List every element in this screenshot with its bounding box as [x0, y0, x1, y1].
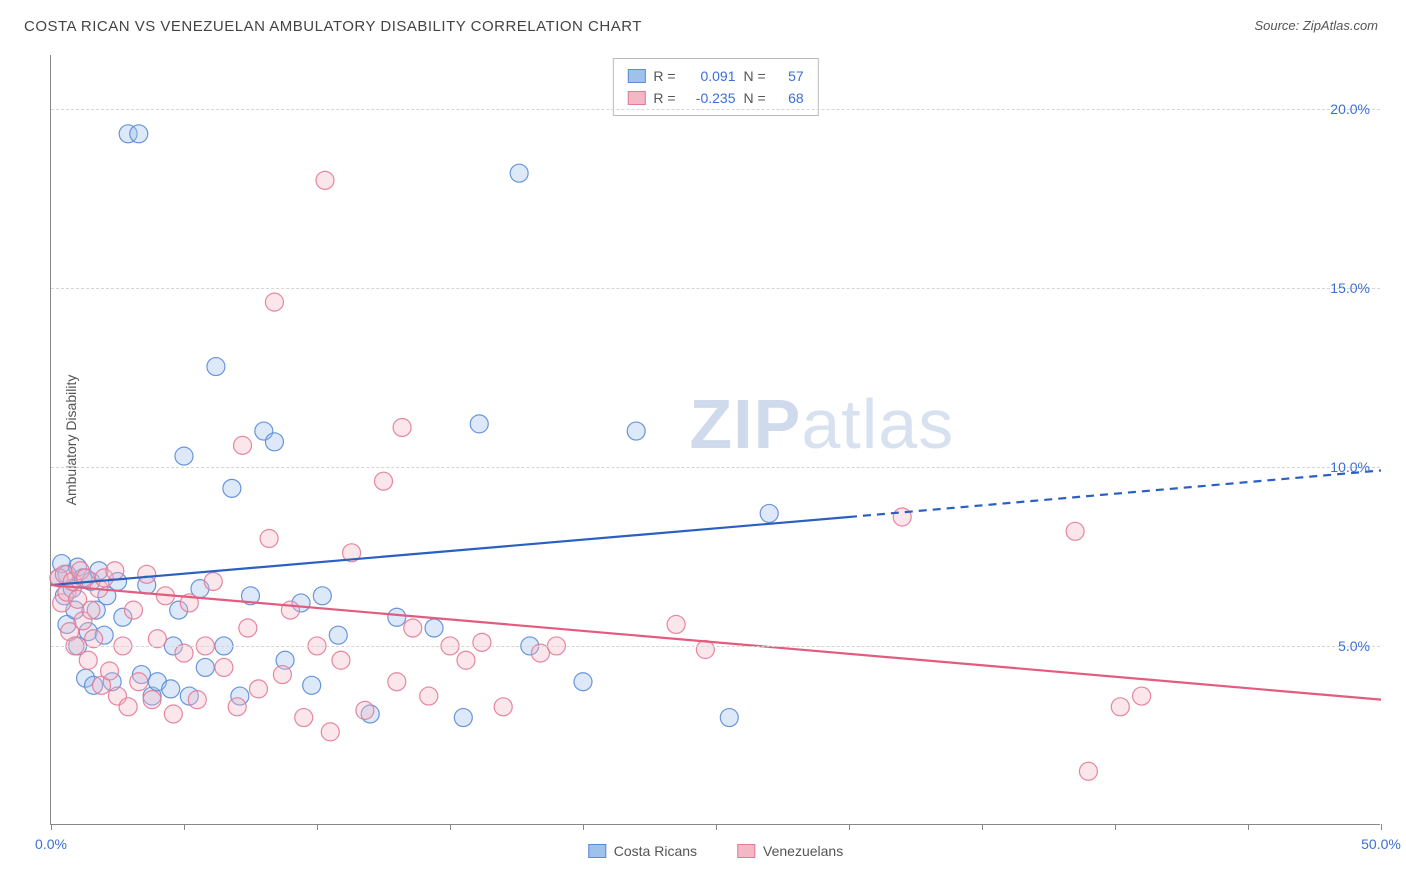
swatch-ven-bottom [737, 844, 755, 858]
xtick-label: 50.0% [1361, 836, 1401, 852]
legend-label-costa: Costa Ricans [614, 843, 697, 859]
xtick [1248, 824, 1249, 830]
r-val-costa: 0.091 [684, 65, 736, 87]
legend-row-ven: R = -0.235 N = 68 [627, 87, 803, 109]
n-val-ven: 68 [774, 87, 804, 109]
chart-title: COSTA RICAN VS VENEZUELAN AMBULATORY DIS… [24, 18, 642, 35]
gridline [51, 646, 1380, 647]
xtick [849, 824, 850, 830]
n-val-costa: 57 [774, 65, 804, 87]
xtick [184, 824, 185, 830]
n-label: N = [744, 87, 766, 109]
gridline [51, 109, 1380, 110]
chart-svg [51, 55, 1380, 824]
series-legend: Costa Ricans Venezuelans [588, 843, 843, 859]
gridline [51, 467, 1380, 468]
xtick [716, 824, 717, 830]
xtick [982, 824, 983, 830]
r-label: R = [653, 87, 675, 109]
ytick-label: 10.0% [1330, 459, 1370, 475]
xtick [51, 824, 52, 830]
correlation-legend: R = 0.091 N = 57 R = -0.235 N = 68 [612, 58, 818, 116]
r-val-ven: -0.235 [684, 87, 736, 109]
swatch-ven [627, 91, 645, 105]
xtick [317, 824, 318, 830]
ytick-label: 20.0% [1330, 101, 1370, 117]
swatch-costa [627, 69, 645, 83]
source-label: Source: ZipAtlas.com [1254, 18, 1378, 33]
gridline [51, 288, 1380, 289]
xtick [1381, 824, 1382, 830]
legend-label-ven: Venezuelans [763, 843, 843, 859]
ytick-label: 5.0% [1338, 638, 1370, 654]
xtick [450, 824, 451, 830]
r-label: R = [653, 65, 675, 87]
legend-item-costa: Costa Ricans [588, 843, 697, 859]
plot-area: ZIPatlas Ambulatory Disability R = 0.091… [50, 55, 1380, 825]
xtick [583, 824, 584, 830]
legend-row-costa: R = 0.091 N = 57 [627, 65, 803, 87]
ytick-label: 15.0% [1330, 280, 1370, 296]
xtick [1115, 824, 1116, 830]
xtick-label: 0.0% [35, 836, 67, 852]
legend-item-ven: Venezuelans [737, 843, 843, 859]
n-label: N = [744, 65, 766, 87]
swatch-costa-bottom [588, 844, 606, 858]
